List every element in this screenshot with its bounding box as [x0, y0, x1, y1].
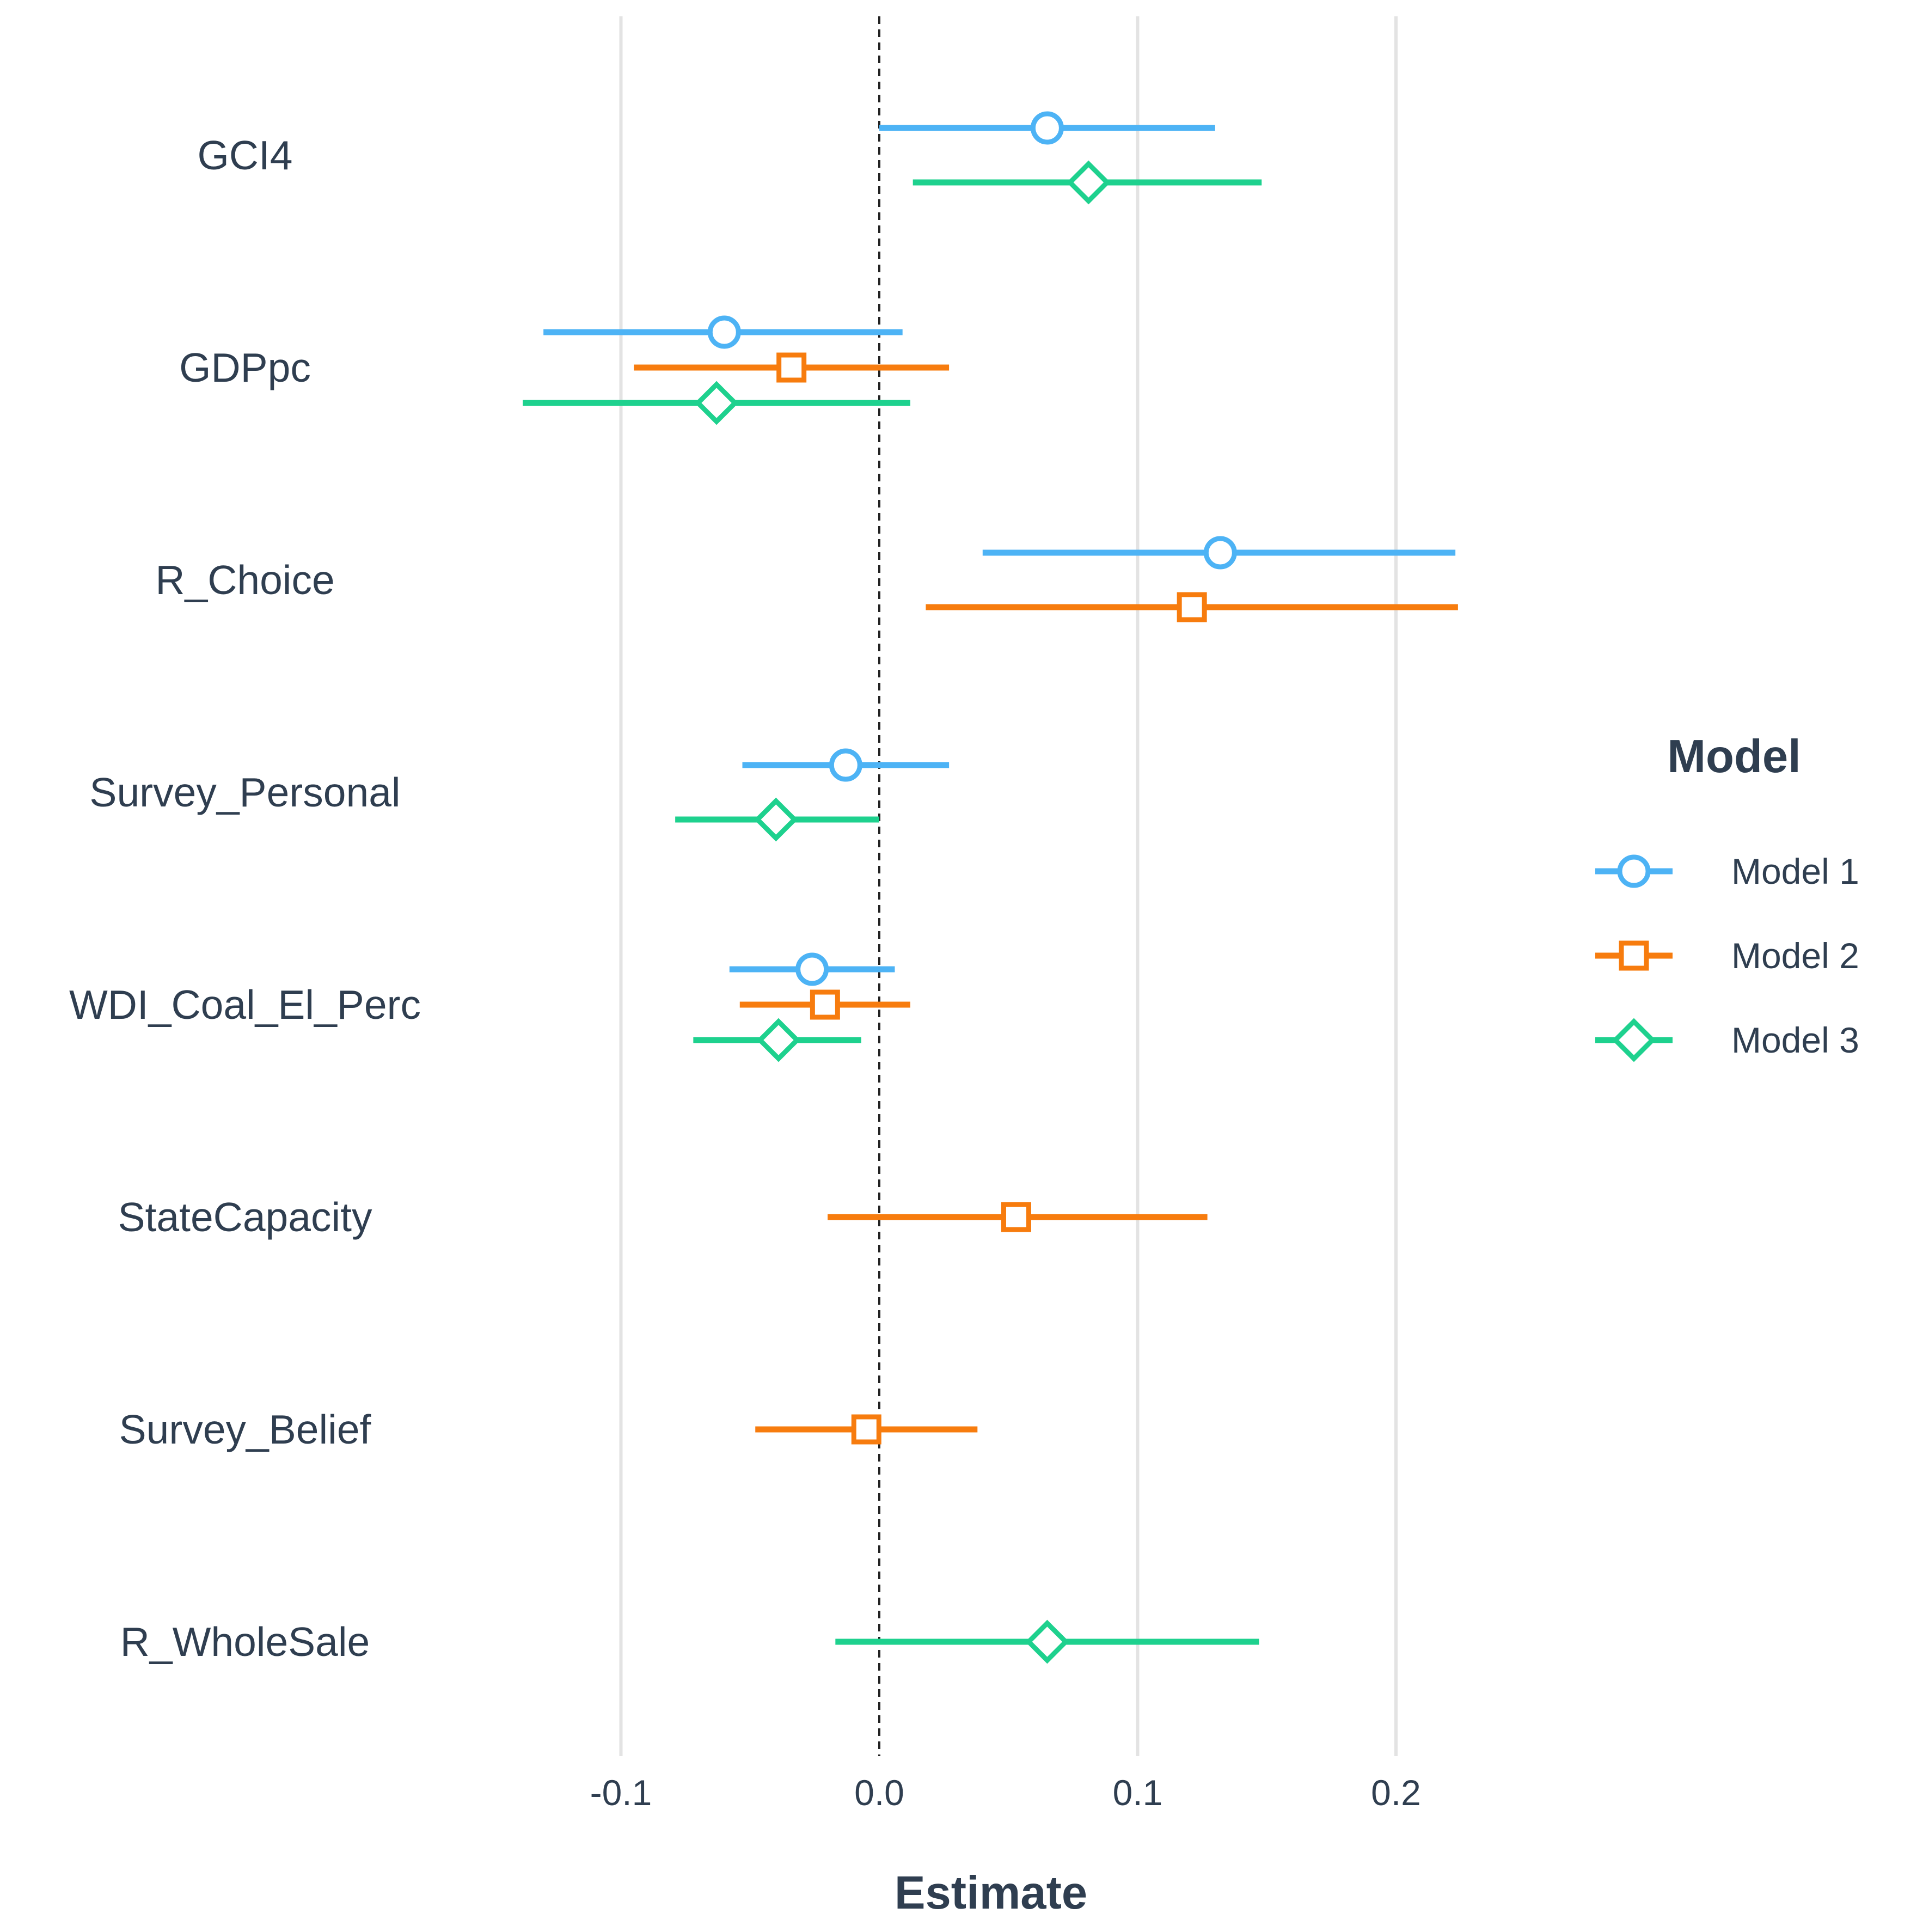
- category-label: WDI_Coal_El_Perc: [69, 982, 421, 1028]
- estimate-point: [1025, 1619, 1069, 1664]
- estimate-point: [795, 952, 829, 986]
- x-tick-labels: -0.1 0.0 0.1 0.2: [590, 1772, 1421, 1813]
- estimate-point: [1030, 111, 1064, 145]
- series-model-3: [523, 160, 1262, 1664]
- estimate-point: [694, 381, 739, 425]
- estimate-point: [1177, 592, 1207, 622]
- x-tick-label: 0.0: [854, 1772, 904, 1813]
- estimate-point: [1066, 160, 1111, 205]
- grid-layer: [619, 16, 1398, 1756]
- legend-marker-swatch: [1619, 940, 1649, 971]
- x-tick-label: -0.1: [590, 1772, 652, 1813]
- estimate-point: [810, 989, 840, 1020]
- legend-marker-swatch: [1617, 854, 1651, 888]
- legend-label: Model 1: [1731, 851, 1859, 891]
- category-label: R_WholeSale: [120, 1619, 370, 1665]
- series-layer: [523, 111, 1458, 1664]
- legend-item[interactable]: Model 3: [1595, 1018, 1859, 1062]
- estimate-point: [707, 315, 741, 349]
- legend-label: Model 2: [1731, 936, 1859, 976]
- category-label: Survey_Personal: [89, 769, 400, 815]
- x-axis-title: Estimate: [895, 1867, 1087, 1919]
- category-label: R_Choice: [155, 557, 334, 603]
- legend-title: Model: [1667, 731, 1801, 782]
- legend-label: Model 3: [1731, 1020, 1859, 1060]
- category-labels: GCI4 GDPpc R_Choice Survey_Personal WDI_Coal…: [69, 132, 421, 1665]
- estimate-point: [756, 1018, 801, 1062]
- legend[interactable]: Model Model 1 Model 2 Model 3: [1595, 731, 1859, 1062]
- legend-item[interactable]: Model 1: [1595, 851, 1859, 891]
- category-label: GCI4: [197, 132, 292, 178]
- series-model-2: [634, 352, 1458, 1445]
- legend-marker-swatch: [1612, 1018, 1656, 1062]
- x-tick-label: 0.1: [1113, 1772, 1163, 1813]
- category-label: StateCapacity: [118, 1194, 372, 1240]
- estimate-point: [829, 748, 862, 782]
- category-label: GDPpc: [179, 345, 311, 390]
- estimate-point: [1001, 1202, 1031, 1232]
- category-label: Survey_Belief: [119, 1407, 371, 1452]
- estimate-point: [851, 1414, 881, 1445]
- estimate-point: [754, 797, 798, 842]
- legend-item[interactable]: Model 2: [1595, 936, 1859, 976]
- x-tick-label: 0.2: [1371, 1772, 1421, 1813]
- series-model-1: [543, 111, 1456, 986]
- estimate-point: [776, 352, 807, 383]
- estimate-point: [1203, 536, 1237, 570]
